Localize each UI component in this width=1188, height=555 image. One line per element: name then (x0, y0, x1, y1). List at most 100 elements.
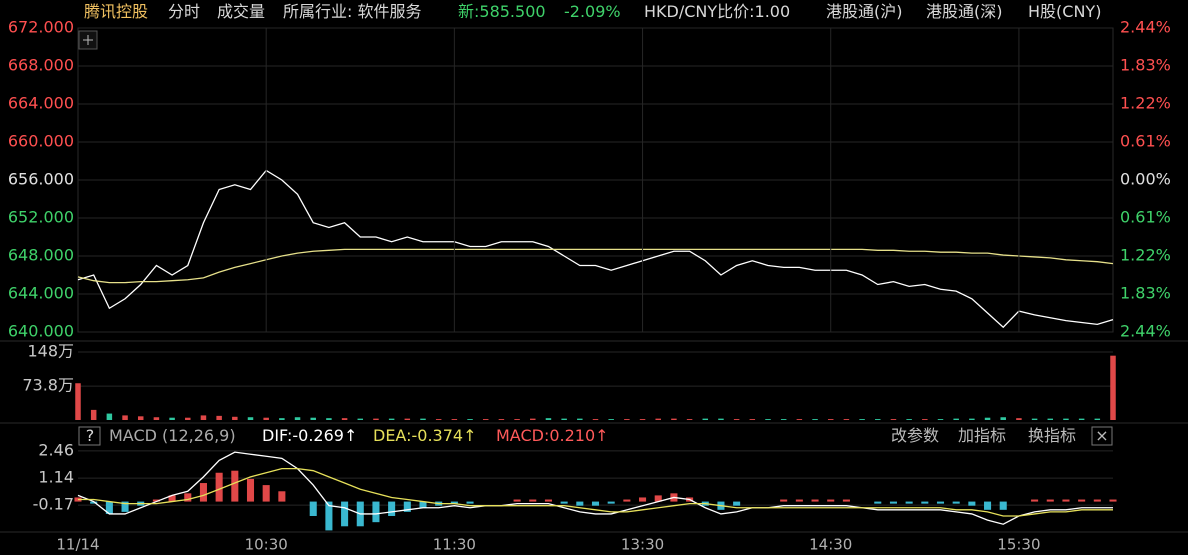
y2-tick-label: 1.83% (1120, 56, 1171, 75)
volume-bar (153, 417, 160, 420)
toolbar-button[interactable]: 换指标 (1028, 426, 1077, 445)
volume-bar (1047, 418, 1054, 420)
price-change: -2.09% (564, 2, 621, 21)
macd-bar (827, 499, 835, 502)
macd-bar (184, 493, 192, 502)
macd-bar (388, 501, 396, 516)
y-tick-label: 672.000 (8, 18, 74, 37)
macd-bar (1062, 499, 1070, 502)
series-line (77, 169, 1114, 329)
macd-bar (968, 501, 976, 506)
macd-bar (654, 495, 662, 502)
macd-bar (121, 501, 129, 512)
volume-bar (890, 419, 897, 420)
volume-bar (718, 418, 724, 420)
macd-bar (278, 491, 286, 502)
macd-bar (105, 501, 113, 514)
tab[interactable]: 成交量 (217, 2, 266, 21)
x-tick-label: 10:30 (245, 536, 288, 554)
y2-tick-label: 2.44% (1120, 18, 1171, 37)
macd-bar (325, 501, 333, 531)
close-button[interactable]: × (1095, 426, 1109, 445)
x-tick-label: 11/14 (56, 536, 99, 554)
series-line (77, 451, 1113, 525)
close-box[interactable] (1091, 426, 1113, 446)
y-tick-label: 668.000 (8, 56, 74, 75)
link[interactable]: 港股通(沪) (826, 2, 903, 21)
volume-bar (137, 416, 144, 420)
volume-bar (624, 419, 630, 420)
link[interactable]: 港股通(深) (926, 2, 1003, 21)
macd-bar (419, 501, 427, 508)
volume-bar (498, 419, 505, 420)
y-tick-label: 664.000 (8, 94, 74, 113)
volume-bar (1031, 418, 1038, 420)
macd-bar (889, 501, 897, 504)
latest-price: 新:585.500 (458, 2, 546, 21)
volume-bar (749, 419, 756, 420)
help-box[interactable] (78, 426, 101, 446)
macd-bar (905, 501, 913, 504)
volume-bar (922, 419, 928, 420)
macd-bar (733, 501, 741, 506)
macd-bar (544, 499, 552, 502)
toolbar-button[interactable]: 加指标 (958, 426, 1007, 445)
help-button[interactable]: ? (85, 426, 95, 445)
y2-tick-label: 1.83% (1120, 284, 1171, 303)
y-tick-label: 644.000 (8, 284, 74, 303)
toolbar-button[interactable]: 改参数 (891, 426, 940, 445)
macd-bar (231, 470, 239, 502)
volume-bar (686, 419, 693, 420)
macd-bar (936, 501, 945, 504)
volume-bar (185, 417, 191, 420)
link[interactable]: H股(CNY) (1028, 2, 1102, 21)
volume-bar (906, 419, 912, 420)
volume-bar (122, 415, 128, 420)
macd-bar (262, 485, 270, 502)
volume-bar (341, 418, 348, 420)
indicator-name[interactable]: MACD (12,26,9) (109, 426, 236, 445)
volume-bar (812, 419, 818, 420)
volume-bar (420, 418, 426, 420)
volume-bar (263, 417, 269, 420)
y-tick-label: 656.000 (8, 170, 74, 189)
macd-bar (90, 501, 98, 504)
volume-bar (357, 418, 364, 420)
macd-bar (1031, 499, 1039, 502)
volume-bar (530, 418, 536, 420)
volume-bar (279, 418, 285, 420)
volume-bar (702, 418, 709, 420)
volume-bar (875, 419, 881, 420)
volume-bar (1063, 418, 1069, 420)
crosshair-button[interactable] (78, 30, 98, 50)
volume-bar (1000, 417, 1006, 420)
fx-ratio: HKD/CNY比价:1.00 (644, 2, 791, 21)
macd-bar (780, 499, 788, 502)
y2-tick-label: 1.22% (1120, 246, 1171, 265)
y-tick-label: -0.17 (33, 495, 74, 514)
macd-bar (560, 501, 568, 504)
stock-name[interactable]: 腾讯控股 (84, 2, 149, 21)
volume-bar (90, 409, 97, 420)
legend-entry: MACD:0.210↑ (496, 426, 609, 445)
volume-bar (780, 419, 787, 420)
macd-bar (246, 478, 255, 502)
macd-bar (1078, 499, 1086, 502)
macd-bar (450, 501, 458, 504)
volume-bar (451, 419, 458, 420)
y-tick-label: 652.000 (8, 208, 74, 227)
volume-bar (514, 419, 520, 420)
macd-bar (1093, 499, 1101, 502)
y-tick-label: 148万 (27, 342, 74, 361)
volume-bar (310, 417, 316, 420)
macd-bar (999, 501, 1007, 510)
volume-bar (1110, 355, 1116, 420)
y2-tick-label: 2.44% (1120, 322, 1171, 341)
macd-bar (811, 499, 819, 502)
tab[interactable]: 分时 (168, 2, 201, 21)
legend-entry: DEA:-0.374↑ (373, 426, 477, 445)
volume-bar (1016, 418, 1022, 420)
y2-tick-label: 0.61% (1120, 132, 1171, 151)
volume-bar (169, 417, 175, 420)
